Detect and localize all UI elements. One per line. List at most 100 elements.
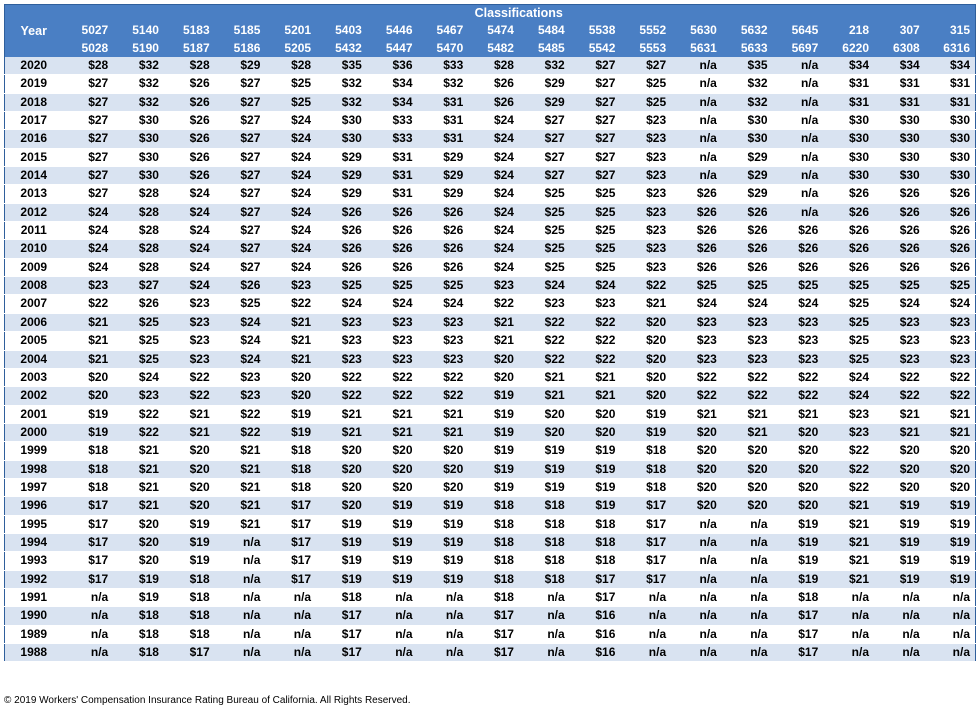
rate-cell: $30	[721, 111, 773, 131]
rate-cell: $22	[163, 386, 215, 406]
rate-cell: $25	[113, 331, 164, 351]
table-row: 1995 $17 $20 $19 $21 $17 $19 $19 $19 $18 $18 $18 $17…	[4, 515, 976, 534]
rate-cell: $28	[113, 258, 164, 278]
rate-cell: $25	[518, 239, 570, 259]
class-code-header-top: 5630	[671, 22, 722, 39]
rate-cell: $22	[924, 386, 976, 406]
rate-cell: $19	[924, 496, 976, 516]
rate-cell: $26	[316, 239, 367, 259]
rate-cell: $20	[620, 350, 672, 369]
rate-cell: $28	[113, 221, 164, 241]
rate-cell: $17	[265, 515, 317, 534]
rate-cell: $19	[113, 588, 164, 608]
rate-cell: $21	[62, 313, 114, 333]
rate-cell: $19	[518, 460, 570, 479]
rate-cell: $25	[518, 221, 570, 241]
rate-cell: n/a	[772, 184, 824, 204]
year-cell: 2013	[4, 184, 63, 204]
rate-cell: $30	[823, 111, 874, 131]
rate-cell: $23	[620, 203, 672, 223]
rate-cell: $30	[924, 166, 976, 186]
rate-cell: $17	[265, 570, 317, 589]
table-row: 2014 $27 $30 $26 $27 $24 $29 $31 $29 $24 $27 $27 $23…	[4, 166, 976, 186]
rate-cell: $35	[316, 57, 367, 76]
table-row: 2011 $24 $28 $24 $27 $24 $26 $26 $26 $24 $25 $25 $23…	[4, 221, 976, 241]
rate-cell: $21	[265, 350, 317, 369]
rate-cell: $20	[163, 478, 215, 498]
rate-cell: $31	[417, 129, 469, 149]
rate-cell: $17	[772, 606, 824, 626]
rate-cell: $27	[569, 129, 621, 149]
rate-cell: $19	[316, 570, 367, 589]
rate-cell: $26	[823, 239, 874, 259]
rate-cell: $16	[569, 643, 621, 663]
rate-cell: $30	[113, 148, 164, 168]
rate-cell: $27	[569, 166, 621, 186]
rate-cell: $23	[163, 350, 215, 369]
rate-cell: $23	[620, 221, 672, 241]
rate-cell: $26	[366, 239, 418, 259]
rate-cell: n/a	[671, 93, 722, 113]
rate-cell: n/a	[721, 533, 773, 553]
rate-cell: $32	[113, 74, 164, 94]
rate-cell: $27	[518, 129, 570, 149]
rate-cell: $23	[113, 386, 164, 406]
table-row: 1998 $18 $21 $20 $21 $18 $20 $20 $20 $19 $19 $19 $18…	[4, 460, 976, 479]
rate-cell: $18	[163, 606, 215, 626]
rate-cell: $23	[620, 166, 672, 186]
table-row: 2003 $20 $24 $22 $23 $20 $22 $22 $22 $20 $21 $21 $20…	[4, 368, 976, 388]
table-row: 1990 n/a $18 $18 n/a n/a $17 n/a n/a $17 n/a $16 n/a…	[4, 606, 976, 626]
rate-cell: $19	[366, 533, 418, 553]
rate-cell: $24	[214, 350, 266, 369]
rate-cell: $17	[265, 496, 317, 516]
rate-cell: $23	[823, 405, 874, 424]
rate-cell: $21	[518, 386, 570, 406]
rate-cell: $21	[113, 460, 164, 479]
rate-cell: $20	[62, 368, 114, 388]
rate-cell: $25	[265, 74, 317, 94]
class-code-header-bottom: 5482	[468, 39, 519, 57]
rate-cell: $30	[113, 129, 164, 149]
rate-cell: $20	[569, 423, 621, 443]
rate-cell: $24	[163, 276, 215, 296]
rate-cell: $18	[569, 515, 621, 534]
rate-cell: n/a	[671, 148, 722, 168]
rate-cell: $20	[265, 386, 317, 406]
rate-cell: n/a	[265, 643, 317, 663]
rate-cell: n/a	[214, 625, 266, 645]
rate-cell: $21	[417, 423, 469, 443]
rate-cell: $34	[874, 57, 925, 76]
rate-cell: $23	[874, 331, 925, 351]
rate-cell: $26	[721, 258, 773, 278]
rate-cell: $20	[62, 386, 114, 406]
rate-cell: $21	[316, 423, 367, 443]
rate-cell: $19	[924, 551, 976, 571]
rate-cell: n/a	[417, 588, 469, 608]
rate-cell: $22	[316, 368, 367, 388]
rate-cell: $24	[468, 258, 519, 278]
rate-cell: $22	[518, 350, 570, 369]
rate-cell: $23	[417, 313, 469, 333]
rate-cell: n/a	[620, 588, 672, 608]
rate-cell: $20	[671, 441, 722, 461]
rates-table-container: Year Classifications 5027 5140 5183 5185 520…	[4, 4, 976, 663]
rate-cell: $32	[417, 74, 469, 94]
rate-cell: $25	[772, 276, 824, 296]
rate-cell: $33	[366, 111, 418, 131]
year-cell: 2007	[4, 294, 63, 314]
rate-cell: $18	[265, 460, 317, 479]
rate-cell: $25	[265, 93, 317, 113]
year-cell: 2011	[4, 221, 63, 241]
rate-cell: $19	[366, 515, 418, 534]
year-cell: 2016	[4, 129, 63, 149]
rate-cell: $16	[569, 606, 621, 626]
table-body: 2020 $28 $32 $28 $29 $28 $35 $36 $33 $28 $32 $27 $27…	[4, 57, 976, 663]
rate-cell: $24	[214, 313, 266, 333]
rate-cell: $27	[214, 221, 266, 241]
rate-cell: n/a	[671, 588, 722, 608]
rate-cell: n/a	[772, 93, 824, 113]
rate-cell: $27	[62, 148, 114, 168]
rate-cell: $19	[518, 441, 570, 461]
rate-cell: $19	[569, 460, 621, 479]
rate-cell: $20	[772, 423, 824, 443]
